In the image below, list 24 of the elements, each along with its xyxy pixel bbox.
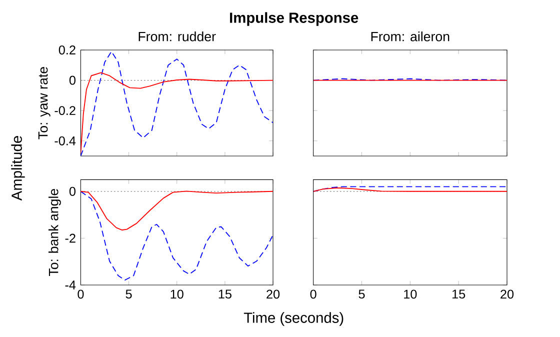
x-tick-label: 10 <box>170 290 184 299</box>
x-tick-label: 5 <box>358 290 365 299</box>
y-tick-label: -0.2 <box>54 106 76 116</box>
text: Amplitude <box>11 136 25 201</box>
text: Impulse Response <box>230 12 358 26</box>
text: Time (seconds) <box>244 312 344 326</box>
chart-title: From: rudder <box>138 32 216 42</box>
x-tick-label: 20 <box>266 290 280 299</box>
x-tick-label: 0 <box>78 290 84 299</box>
y-tick-label: -2 <box>65 234 76 243</box>
y-axis-title: To: yaw rate <box>38 67 50 140</box>
y-tick-label: -0.4 <box>54 136 76 146</box>
x-tick-label: 10 <box>404 290 417 299</box>
y-tick-label: -4 <box>65 280 76 290</box>
x-tick-label: 15 <box>218 290 232 299</box>
x-tick-label: 15 <box>452 290 466 299</box>
y-axis-title: To: bank angle <box>48 188 61 276</box>
y-tick-label: 0.2 <box>58 46 76 54</box>
y-tick-label: 0 <box>69 186 76 196</box>
x-tick-label: 5 <box>126 290 132 299</box>
chart-title: From: aileron <box>371 32 450 42</box>
x-tick-label: 20 <box>500 290 514 299</box>
x-tick-label: 0 <box>310 290 316 299</box>
y-tick-label: 0 <box>69 76 76 85</box>
